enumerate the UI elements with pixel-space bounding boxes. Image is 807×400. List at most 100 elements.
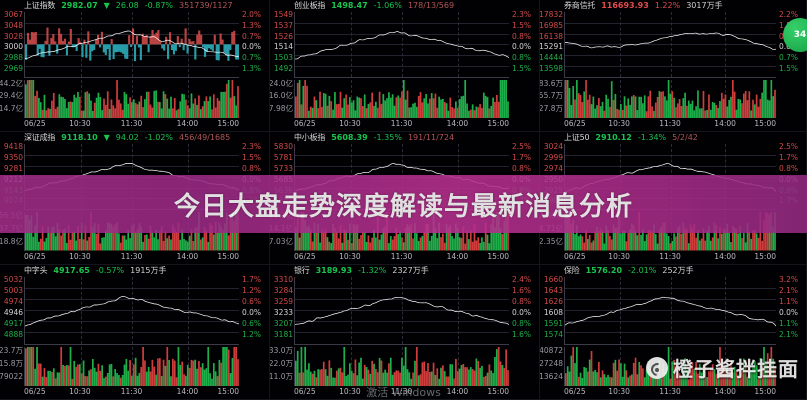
y-tick-left: 3024	[543, 142, 563, 152]
x-tick: 11:30	[659, 387, 681, 396]
y-tick-left: 1574	[543, 330, 563, 340]
y-tick-right: 2.4%	[512, 275, 532, 285]
volume-tick: 18.8亿	[0, 236, 23, 246]
x-tick: 11:30	[659, 119, 681, 128]
x-tick: 06/25	[24, 387, 46, 396]
watermark: 橙子酱拌挂面	[646, 353, 799, 382]
x-tick: 10:30	[339, 119, 361, 128]
y-tick-right: 1.7%	[779, 152, 799, 162]
time-gridline	[350, 277, 352, 344]
y-tick-right: 0.0%	[242, 42, 262, 52]
y-tick-right: 0.8%	[512, 163, 532, 173]
price-line	[295, 277, 509, 344]
price-line	[565, 12, 776, 77]
floating-count-badge[interactable]: 34	[783, 18, 807, 52]
y-tick-left: 2988	[3, 53, 23, 63]
time-gridline	[80, 277, 82, 344]
x-tick: 06/25	[564, 252, 586, 261]
y-tick-left: 3048	[3, 20, 23, 30]
time-gridline	[132, 277, 133, 344]
price-line	[25, 27, 239, 62]
index-percent: -1.35%	[373, 133, 402, 142]
index-price: 1576.20	[585, 266, 623, 275]
volume-tick: 27248	[540, 358, 563, 368]
index-name: 创业板指	[294, 1, 326, 10]
time-gridline	[619, 79, 621, 118]
x-tick: 11:30	[390, 119, 413, 128]
volume-bars	[565, 79, 776, 118]
x-tick: 15:00	[487, 252, 509, 261]
y-tick-right: 0.8%	[512, 31, 532, 41]
index-panel-9[interactable]: 保险 1576.20 -2.01% 252万手 1660 1643 1626 1608 1591…	[540, 265, 807, 400]
volume-bars	[565, 346, 776, 386]
panel-header: 上证50 2910.12 -1.34% 5/2/42	[540, 132, 806, 144]
time-gridline	[619, 277, 621, 344]
volume-bars	[25, 346, 239, 386]
panel-header: 上证指数 2982.07 ▼ 26.08 -0.87% 351739/1127	[0, 0, 269, 12]
x-tick: 15:00	[754, 252, 776, 261]
volume-chart: 23.7万 15.8万 79022	[0, 346, 239, 386]
panel-header: 创业板指 1498.47 -1.06% 178/13/569	[270, 0, 539, 12]
y-tick-left: 5003	[3, 286, 23, 296]
y-tick-left: 1537	[273, 20, 293, 30]
x-tick: 11:30	[120, 387, 143, 396]
y-tick-right: 1.5%	[242, 152, 262, 162]
index-price: 3189.93	[315, 266, 353, 275]
y-tick-left: 5830	[273, 142, 293, 152]
index-change: 26.08	[115, 1, 139, 10]
panel-header: 券商信托 116693.93 1.22% 3017万手	[540, 0, 806, 12]
index-panel-8[interactable]: 银行 3189.93 -1.32% 2327万手 3310 3284 3259 3233 320…	[270, 265, 540, 400]
x-tick: 10:30	[608, 252, 630, 261]
y-tick-right: 1.5%	[512, 20, 532, 30]
time-gridline	[670, 277, 672, 344]
y-tick-left: 3284	[273, 286, 293, 296]
index-panel-1[interactable]: 上证指数 2982.07 ▼ 26.08 -0.87% 351739/1127 3067 30…	[0, 0, 270, 132]
index-percent: -0.87%	[144, 1, 174, 10]
index-price: 5608.39	[331, 133, 368, 142]
panel-header: 保险 1576.20 -2.01% 252万手	[540, 265, 806, 277]
updown-ratio: 178/13/569	[407, 1, 455, 10]
y-tick-right: 0.6%	[242, 297, 262, 307]
price-line	[565, 277, 776, 344]
y-tick-left: 2974	[543, 163, 563, 173]
time-gridline	[187, 79, 189, 118]
time-gridline	[187, 277, 189, 344]
volume-chart: 33.0万 22.0万 11.0万	[270, 347, 509, 386]
x-tick: 15:00	[754, 119, 776, 128]
y-tick-left: 4917	[3, 319, 23, 329]
x-tick: 06/25	[24, 252, 46, 261]
index-panel-7[interactable]: 中字头 4917.65 -0.57% 1915万手 5032 5003 4974 4946 49…	[0, 265, 270, 400]
index-panel-2[interactable]: 创业板指 1498.47 -1.06% 178/13/569 1549 1537 1526 1…	[270, 0, 540, 132]
y-tick-right: 1.7%	[242, 275, 262, 285]
x-tick: 11:30	[390, 387, 413, 396]
x-tick: 14:00	[446, 387, 469, 396]
x-tick: 10:30	[608, 387, 630, 396]
y-tick-right: 0.7%	[242, 53, 262, 63]
y-tick-left: 9281	[3, 163, 23, 173]
volume-tick: 29.4亿	[0, 91, 23, 101]
index-percent: -1.06%	[373, 1, 402, 10]
x-tick: 10:30	[339, 387, 361, 396]
index-volume: 3017万手	[686, 1, 723, 10]
index-panel-3[interactable]: 券商信托116693.931.22%3017万手1178321169851161…	[540, 0, 807, 132]
y-tick-right: 1.5%	[512, 63, 532, 73]
y-tick-right: 2.5%	[779, 142, 799, 152]
price-chart: 3067 3048 3028 3000 2988 2969 2.0% 1.3% 0.7% 0.0%…	[4, 11, 261, 78]
volume-chart: 83.6万 55.7万 27.8万	[540, 79, 776, 118]
y-tick-left: 1591	[543, 319, 563, 329]
index-percent: -1.34%	[637, 133, 667, 142]
plot-area: 117832116985116138115291114444113598 2.2%…	[540, 11, 798, 118]
index-percent: -0.57%	[95, 266, 125, 275]
price-line	[25, 277, 239, 344]
index-price: 116693.93	[601, 1, 649, 10]
x-tick: 14:00	[714, 119, 736, 128]
x-tick: 10:30	[339, 252, 361, 261]
weibo-icon	[646, 356, 668, 379]
time-gridline	[670, 346, 672, 386]
y-tick-right: 3.2%	[779, 275, 799, 285]
price-chart: 5032 5003 4974 4946 4917 4888 1.7% 1.2% 0.6% 0.0%…	[4, 276, 261, 345]
y-tick-right: 1.1%	[779, 319, 799, 329]
y-tick-right: 0.0%	[512, 42, 532, 52]
x-axis-labels: 06/25 10:30 11:30 14:00 15:00	[24, 119, 239, 130]
x-tick: 14:00	[176, 252, 199, 261]
